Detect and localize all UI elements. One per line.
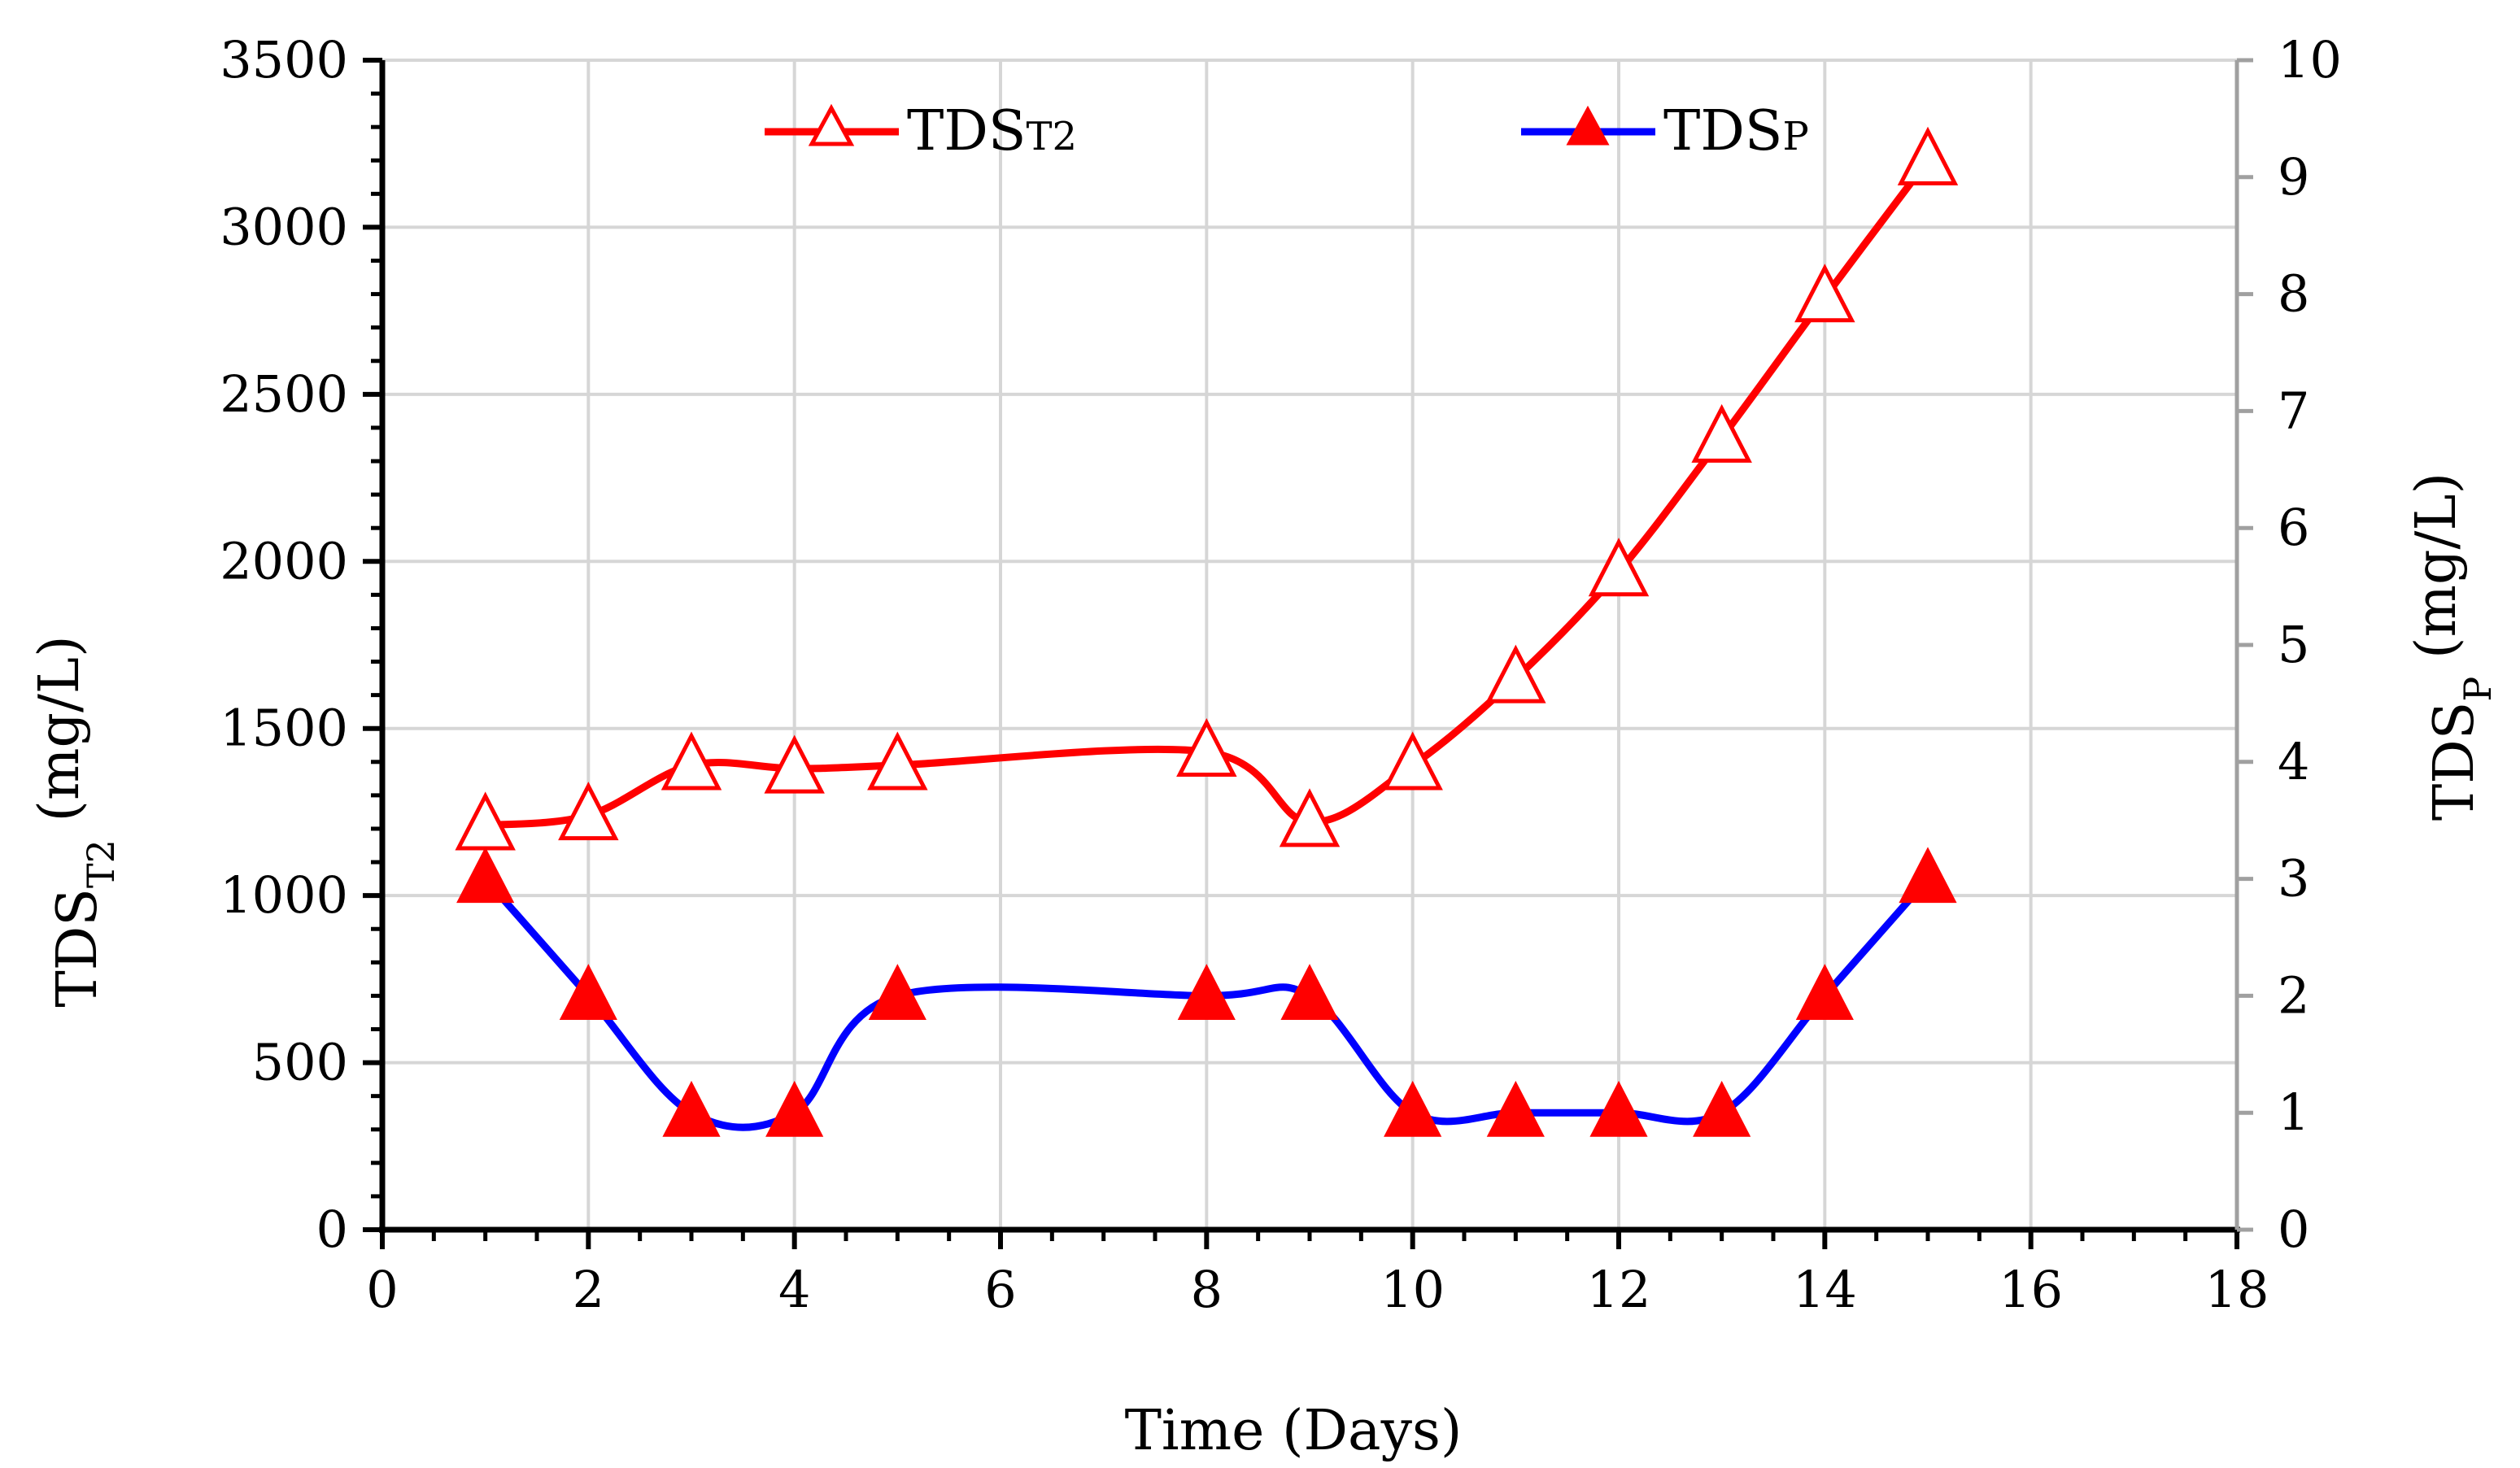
x-tick-label: 4 <box>778 1260 810 1319</box>
x-tick-label: 2 <box>573 1260 604 1319</box>
series-tds-t2-point <box>764 734 825 794</box>
y-axis-left-title-unit: (mg/L) <box>28 635 92 839</box>
series <box>455 126 1959 1137</box>
y-axis-left-title-sub: T2 <box>79 839 123 888</box>
y-right-tick-label: 8 <box>2278 264 2309 324</box>
y-left-tick-label: 3000 <box>220 197 348 256</box>
series-tds-t2-point <box>1897 126 1959 185</box>
legend: TDST2 TDSP <box>765 99 1809 163</box>
y-axis-right-title-unit: (mg/L) <box>2404 473 2469 677</box>
series-tds-p-point <box>765 1080 824 1137</box>
x-tick-label: 12 <box>1587 1260 1651 1319</box>
series-tds-t2-point <box>1794 264 1855 323</box>
x-tick-label: 18 <box>2205 1260 2269 1319</box>
axes <box>379 60 2240 1233</box>
y-axis-left-title-main: TDS <box>46 888 110 1007</box>
series-tds-p-point <box>559 964 617 1020</box>
series-tds-p-point <box>1486 1080 1545 1137</box>
y-left-tick-label: 1000 <box>220 865 348 925</box>
series-tds-p-point <box>1899 847 1957 904</box>
series-tds-t2-point <box>867 731 928 791</box>
series-tds-t2-point <box>1485 644 1546 704</box>
legend-label-tds-t2: TDST2 <box>907 99 1077 163</box>
series-tds-t2-point <box>1176 718 1237 778</box>
series-tds-t2-point <box>1382 731 1443 791</box>
y-right-tick-label: 5 <box>2278 615 2309 674</box>
x-axis-title: Time (Days) <box>1125 1399 1463 1463</box>
legend-label-tds-t2-main: TDS <box>907 99 1026 163</box>
series-tds-p-point <box>1795 964 1854 1020</box>
y-left-tick-label: 0 <box>316 1200 348 1259</box>
y-right-tick-label: 1 <box>2278 1082 2309 1142</box>
y-axis-right-title-main: TDS <box>2422 702 2487 821</box>
y-right-tick-label: 6 <box>2278 498 2309 557</box>
series-tds-t2-point <box>558 782 619 841</box>
legend-marker-tds-t2 <box>808 103 855 146</box>
x-tick-label: 10 <box>1380 1260 1445 1319</box>
y-axis-left-title: TDST2 (mg/L) <box>28 635 123 1007</box>
y-right-tick-label: 7 <box>2278 381 2309 440</box>
y-left-tick-label: 3500 <box>220 30 348 89</box>
y-right-tick-label: 9 <box>2278 147 2309 207</box>
y-left-tick-label: 1500 <box>220 699 348 758</box>
series-tds-p-point <box>1384 1080 1442 1137</box>
x-tick-label: 6 <box>984 1260 1016 1319</box>
legend-label-tds-p: TDSP <box>1663 99 1809 163</box>
x-tick-label: 8 <box>1191 1260 1223 1319</box>
series-tds-p-point <box>868 964 926 1020</box>
y-right-tick-label: 4 <box>2278 732 2309 791</box>
legend-marker-tds-p <box>1566 105 1610 146</box>
y-right-tick-label: 10 <box>2278 30 2342 89</box>
grid <box>382 59 2239 1230</box>
y-right-tick-label: 3 <box>2278 849 2309 908</box>
series-tds-t2-point <box>1691 403 1752 463</box>
y-left-tick-label: 500 <box>252 1033 348 1092</box>
x-tick-label: 0 <box>366 1260 398 1319</box>
y-axis-right-title: TDSP (mg/L) <box>2404 473 2500 821</box>
y-right-tick-label: 0 <box>2278 1200 2309 1259</box>
y-axis-right-title-sub: P <box>2456 677 2500 702</box>
legend-label-tds-p-sub: P <box>1782 114 1808 159</box>
series-tds-p-point <box>662 1080 721 1137</box>
ticks: 0 2 4 6 8 10 12 14 16 180500100015002000250030003… <box>220 30 2342 1319</box>
x-tick-label: 14 <box>1793 1260 1857 1319</box>
y-left-tick-label: 2000 <box>220 531 348 590</box>
legend-label-tds-t2-sub: T2 <box>1026 114 1077 159</box>
y-right-tick-label: 2 <box>2278 965 2309 1025</box>
series-tds-p-point <box>1589 1080 1648 1137</box>
x-tick-label: 16 <box>1999 1260 2063 1319</box>
series-tds-p-point <box>1280 964 1339 1020</box>
series-tds-p-point <box>456 847 515 904</box>
series-tds-p-point <box>1693 1080 1751 1137</box>
legend-label-tds-p-main: TDS <box>1663 99 1782 163</box>
y-left-tick-label: 2500 <box>220 364 348 424</box>
series-tds-p-point <box>1177 964 1236 1020</box>
series-tds-t2-point <box>1588 538 1650 597</box>
series-tds-t2-point <box>1279 788 1341 847</box>
series-tds-t2-point <box>661 731 722 791</box>
